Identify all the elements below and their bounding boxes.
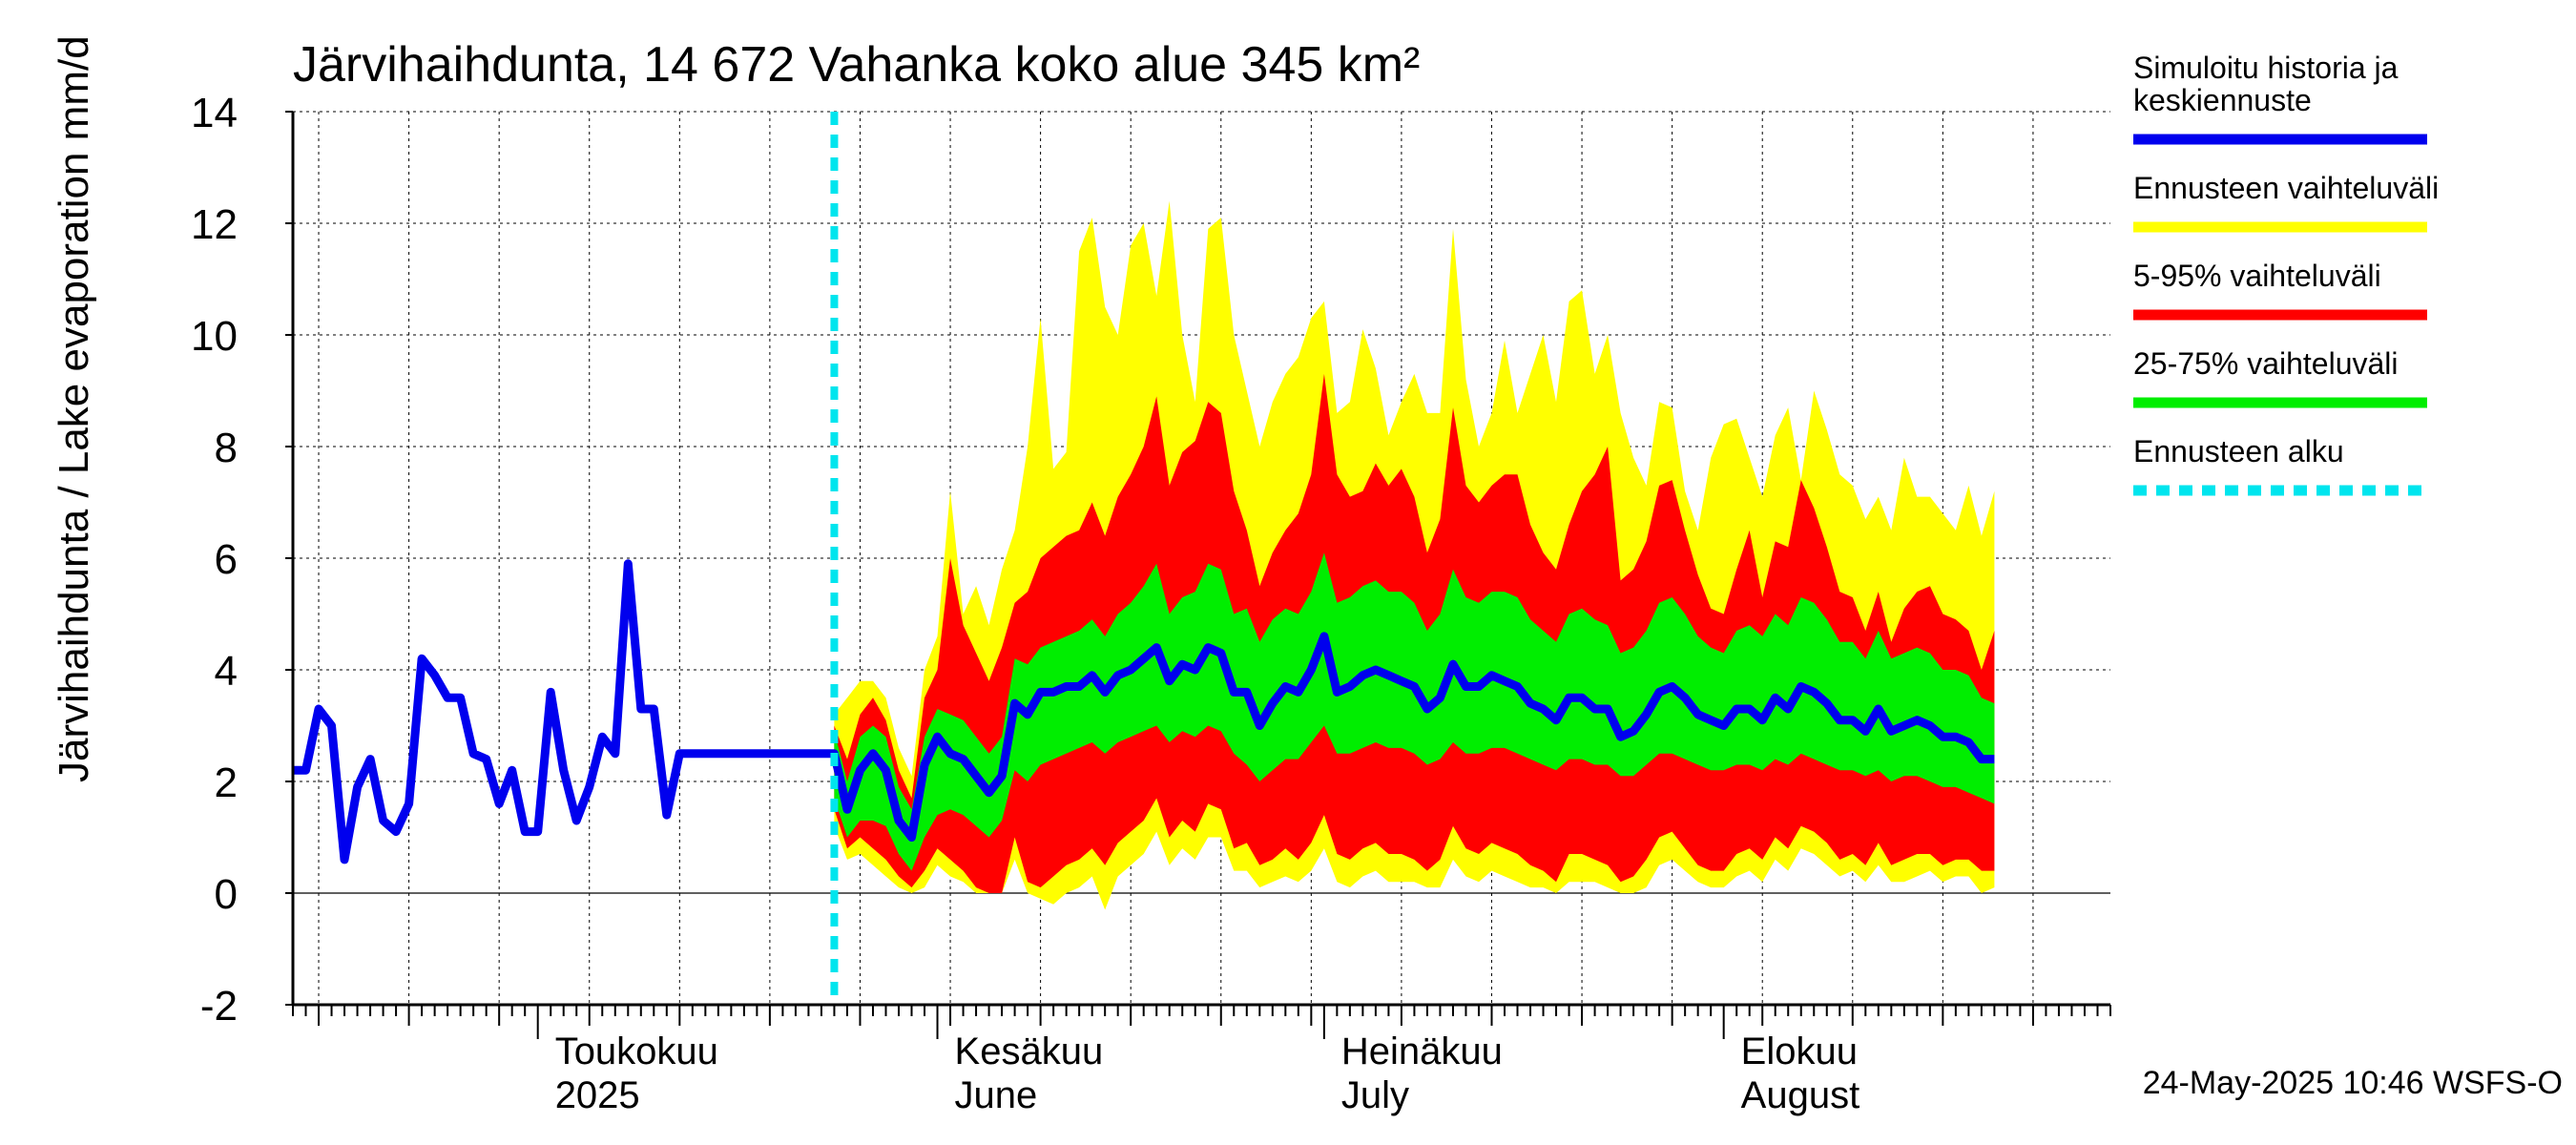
legend-label: 5-95% vaihteluväli (2133, 259, 2381, 293)
legend-label: Ennusteen vaihteluväli (2133, 171, 2439, 205)
x-month-label: Kesäkuu (955, 1030, 1104, 1072)
x-month-sublabel: July (1341, 1074, 1409, 1116)
legend-label: Ennusteen alku (2133, 434, 2344, 468)
legend-label: 25-75% vaihteluväli (2133, 346, 2399, 381)
chart-title: Järvihaihdunta, 14 672 Vahanka koko alue… (293, 37, 1420, 93)
y-tick-label: -2 (200, 983, 238, 1030)
y-tick-label: 4 (215, 648, 238, 695)
y-tick-label: 2 (215, 760, 238, 806)
y-tick-label: 6 (215, 536, 238, 583)
y-axis-label: Järvihaihdunta / Lake evaporation mm/d (51, 35, 97, 782)
y-tick-label: 8 (215, 425, 238, 471)
footer-timestamp: 24-May-2025 10:46 WSFS-O (2143, 1065, 2563, 1101)
percentile-25-75-band (834, 552, 1995, 871)
x-month-sublabel: June (955, 1074, 1038, 1116)
y-tick-label: 0 (215, 871, 238, 918)
y-tick-label: 14 (191, 90, 238, 136)
x-month-label: Toukokuu (555, 1030, 718, 1072)
y-tick-label: 12 (191, 201, 238, 248)
x-month-label: Elokuu (1741, 1030, 1858, 1072)
legend-label: Simuloitu historia ja (2133, 51, 2399, 85)
x-month-sublabel: 2025 (555, 1074, 640, 1116)
legend-label: keskiennuste (2133, 83, 2312, 117)
x-month-label: Heinäkuu (1341, 1030, 1503, 1072)
x-month-sublabel: August (1741, 1074, 1860, 1116)
y-tick-label: 10 (191, 313, 238, 360)
history-median-line (293, 559, 1995, 864)
